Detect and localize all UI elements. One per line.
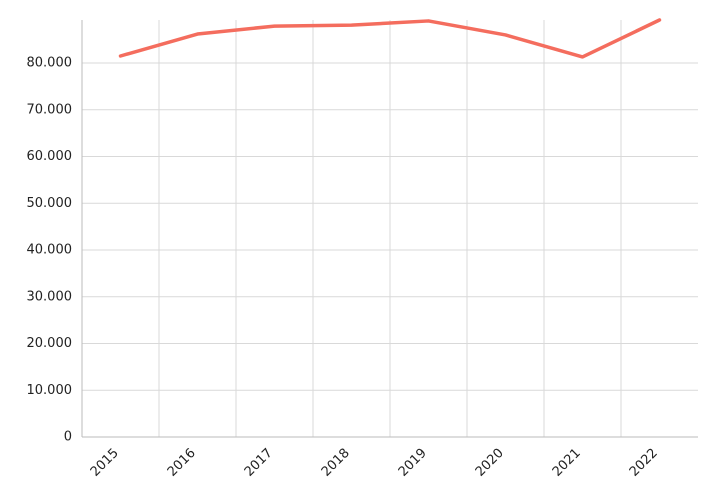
x-tick-label: 2017 xyxy=(242,446,276,480)
y-tick-label: 30.000 xyxy=(27,289,73,304)
y-tick-label: 50.000 xyxy=(27,196,73,211)
y-tick-label: 20.000 xyxy=(27,336,73,351)
data-line xyxy=(118,18,662,59)
y-tick-label: 80.000 xyxy=(27,56,73,71)
y-tick-label: 40.000 xyxy=(27,243,73,258)
x-tick-label: 2018 xyxy=(319,446,353,480)
x-tick-label: 2020 xyxy=(473,446,507,480)
y-tick-label: 10.000 xyxy=(27,383,73,398)
x-tick-label: 2016 xyxy=(165,446,199,480)
x-tick-label: 2022 xyxy=(627,446,661,480)
y-tick-label: 60.000 xyxy=(27,149,73,164)
x-tick-label: 2019 xyxy=(396,446,430,480)
y-tick-label: 0 xyxy=(64,430,72,445)
x-tick-label: 2021 xyxy=(550,446,584,480)
y-tick-label: 70.000 xyxy=(27,102,73,117)
x-tick-label: 2015 xyxy=(88,446,122,480)
